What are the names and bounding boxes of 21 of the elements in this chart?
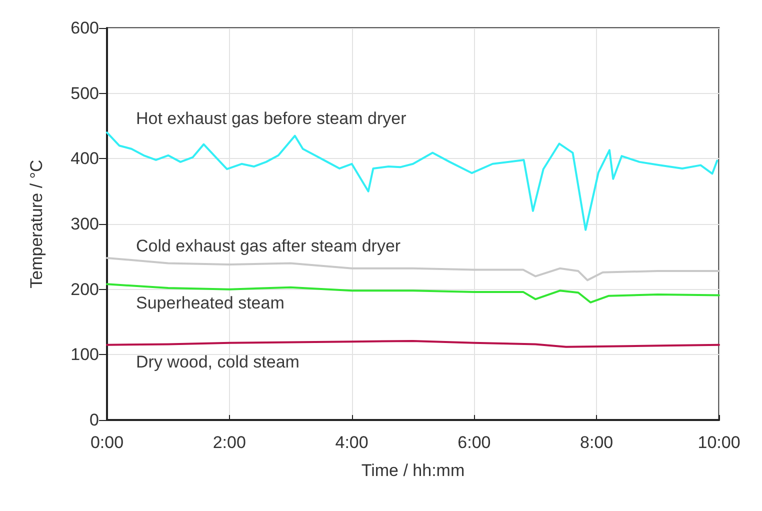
x-tick-label: 10:00 (698, 433, 740, 452)
series-label: Superheated steam (136, 294, 284, 313)
line-series (106, 256, 720, 282)
x-tick-label: 2:00 (212, 433, 246, 452)
y-tick-label: 600 (70, 18, 99, 38)
y-tick-label: 400 (70, 149, 99, 168)
y-tick-label: 300 (70, 214, 99, 234)
y-tick-label: 500 (70, 84, 99, 103)
series-label: Cold exhaust gas after steam dryer (136, 236, 401, 256)
x-axis-title: Time / hh:mm (361, 461, 465, 480)
x-tick-label: 4:00 (335, 433, 368, 452)
y-tick-label: 100 (70, 345, 99, 364)
x-tick-label: 8:00 (580, 433, 614, 452)
series-label: Hot exhaust gas before steam dryer (136, 109, 407, 128)
y-tick-label: 200 (70, 280, 99, 299)
series-label: Dry wood, cold steam (136, 352, 300, 372)
y-axis-title: Temperature / °C (27, 160, 46, 288)
y-tick-label: 0 (90, 410, 99, 430)
x-tick-label: 6:00 (458, 433, 491, 452)
x-tick-label: 0:00 (90, 433, 124, 452)
line-series (106, 132, 718, 231)
